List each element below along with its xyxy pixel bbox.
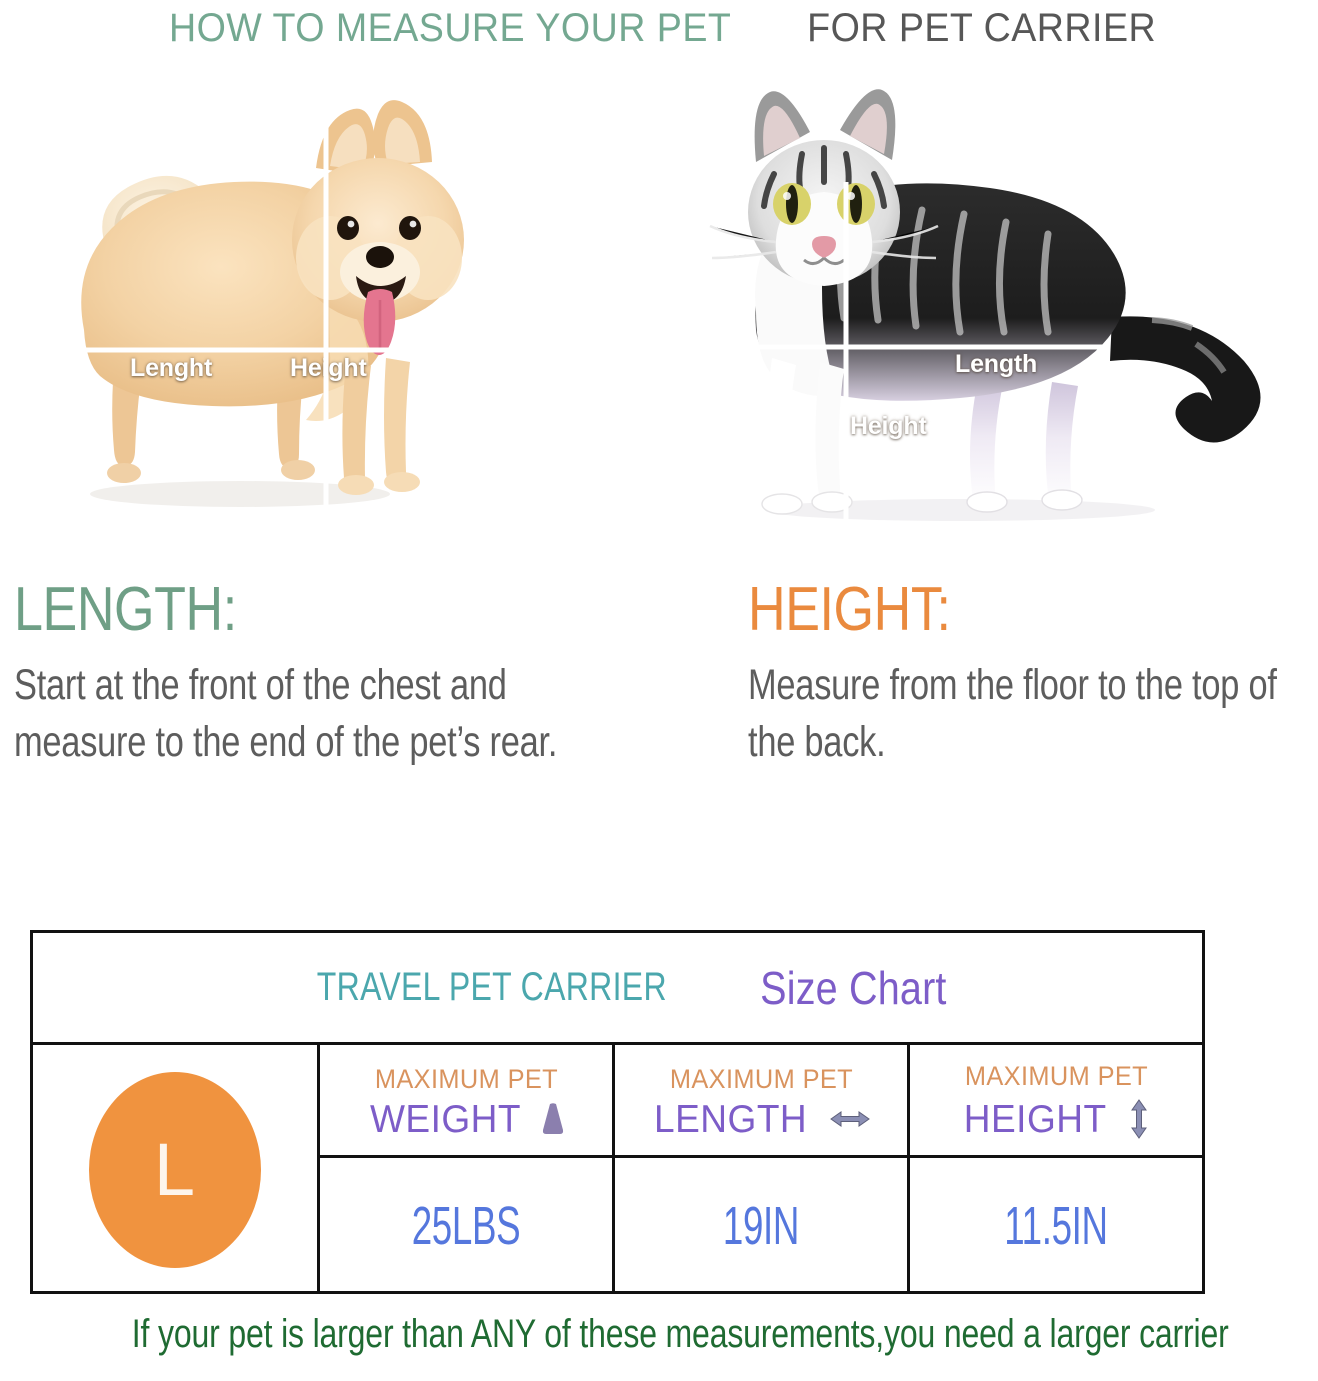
- column-height-title: HEIGHT: [963, 1097, 1107, 1141]
- column-height-value: 11.5IN: [1004, 1196, 1108, 1256]
- column-height: MAXIMUM PET HEIGHT 11.5IN: [910, 1045, 1202, 1294]
- weight-icon: [540, 1102, 566, 1136]
- column-weight-header: MAXIMUM PET WEIGHT: [320, 1045, 612, 1158]
- definition-length-body: Start at the front of the chest and meas…: [14, 661, 558, 767]
- column-length-header: MAXIMUM PET LENGTH: [615, 1045, 907, 1158]
- size-chart-title-product: TRAVEL PET CARRIER: [317, 965, 668, 1009]
- column-length-value: 19IN: [722, 1196, 800, 1256]
- definition-length-heading: LENGTH:: [14, 575, 237, 644]
- column-weight-value: 25LBS: [411, 1196, 521, 1256]
- column-length-subheader: MAXIMUM PET: [669, 1063, 853, 1094]
- footer-warning-note: If your pet is larger than ANY of these …: [131, 1312, 1229, 1356]
- cat-measurement-diagram: Length Height: [660, 62, 1318, 562]
- column-length: MAXIMUM PET LENGTH 19IN: [615, 1045, 910, 1294]
- definition-height-body: Measure from the floor to the top of the…: [748, 661, 1277, 767]
- column-weight: MAXIMUM PET WEIGHT 25LBS: [320, 1045, 615, 1294]
- definition-length: LENGTH: Start at the front of the chest …: [14, 578, 634, 772]
- size-badge-large: L: [89, 1071, 261, 1268]
- page-title: HOW TO MEASURE YOUR PET FOR PET CARRIER: [0, 2, 1318, 54]
- page-title-primary: HOW TO MEASURE YOUR PET: [169, 5, 732, 50]
- column-weight-title: WEIGHT: [369, 1097, 521, 1141]
- size-chart-title-label: Size Chart: [760, 961, 947, 1014]
- definition-height-heading: HEIGHT:: [748, 575, 951, 644]
- cat-illustration-svg: [709, 89, 1261, 521]
- definitions-section: LENGTH: Start at the front of the chest …: [0, 578, 1318, 908]
- vertical-double-arrow-icon: [1126, 1097, 1152, 1141]
- column-height-subheader: MAXIMUM PET: [964, 1061, 1148, 1091]
- dog-measurement-diagram: Lenght Height: [30, 62, 500, 562]
- column-height-header: MAXIMUM PET HEIGHT: [910, 1045, 1202, 1158]
- size-chart-columns: MAXIMUM PET WEIGHT 25LBS MAXIMUM PE: [320, 1045, 1202, 1294]
- size-chart-grid: L MAXIMUM PET WEIGHT 25LBS: [33, 1045, 1202, 1294]
- horizontal-double-arrow-icon: [828, 1106, 872, 1132]
- size-badge-cell: L: [33, 1045, 320, 1294]
- definition-height: HEIGHT: Measure from the floor to the to…: [748, 578, 1308, 772]
- size-chart-table: TRAVEL PET CARRIER Size Chart L MAXIMUM …: [30, 930, 1205, 1294]
- column-weight-subheader: MAXIMUM PET: [374, 1063, 558, 1094]
- column-length-title: LENGTH: [654, 1097, 808, 1141]
- size-chart-title-row: TRAVEL PET CARRIER Size Chart: [33, 933, 1202, 1045]
- pet-illustrations: Lenght Height: [0, 62, 1318, 562]
- page-title-secondary: FOR PET CARRIER: [806, 5, 1156, 50]
- dog-illustration-svg: [81, 100, 464, 507]
